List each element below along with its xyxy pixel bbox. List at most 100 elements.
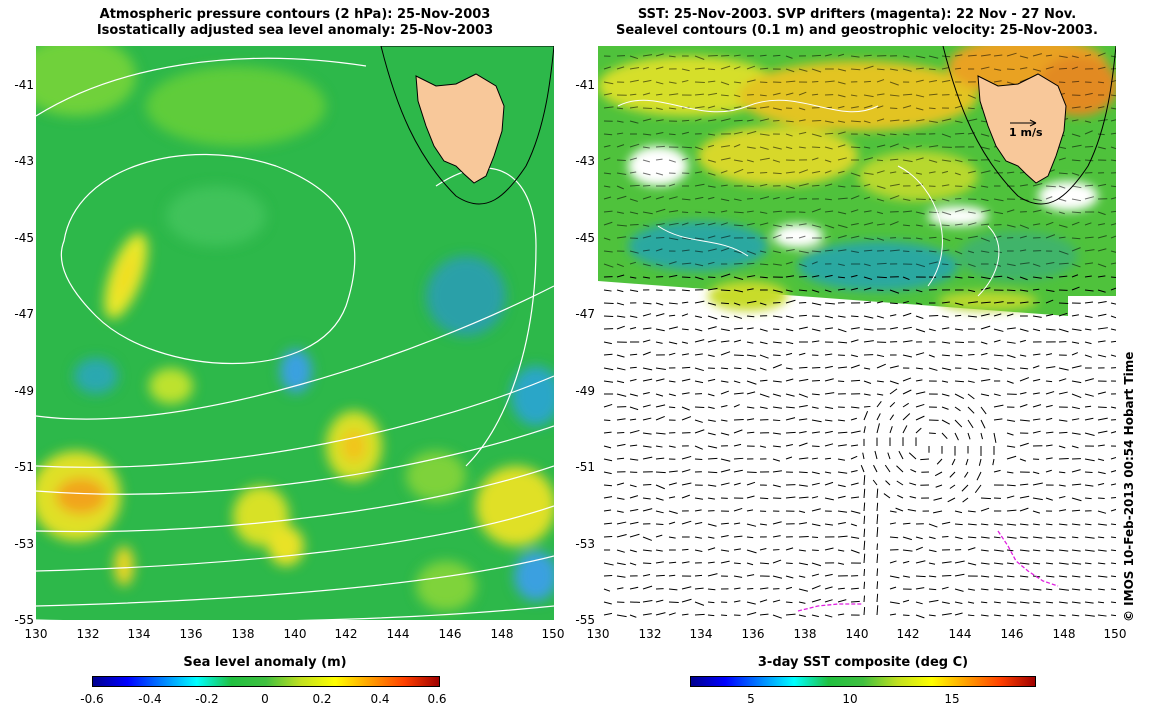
velocity-arrow [1032,536,1043,539]
right-colorbar-tick: 10 [842,692,858,706]
right-colorbar-tick: 5 [747,692,755,706]
velocity-arrow [1071,211,1082,214]
velocity-arrow [863,54,872,57]
velocity-arrow [967,54,977,57]
velocity-arrow [616,457,625,460]
velocity-arrow [707,588,716,591]
velocity-arrow [1032,183,1043,187]
velocity-arrow [876,68,885,71]
velocity-arrow [642,159,650,163]
velocity-arrow [1058,484,1066,487]
velocity-arrow [798,405,808,408]
velocity-arrow [993,575,1003,578]
velocity-arrow [746,146,756,149]
velocity-arrow [759,250,767,253]
velocity-arrow [720,94,729,97]
velocity-arrow [824,224,835,229]
velocity-arrow [772,599,781,603]
velocity-arrow [1032,418,1041,421]
velocity-arrow [824,443,834,447]
velocity-arrow [616,144,625,148]
velocity-arrow [811,457,819,460]
velocity-arrow [1084,328,1092,331]
velocity-arrow [694,300,705,304]
velocity-arrow [909,482,917,486]
velocity-arrow [1058,588,1069,591]
velocity-arrow [772,250,782,254]
velocity-arrow [980,325,991,330]
velocity-arrow [1045,353,1053,356]
velocity-arrow [889,143,899,148]
velocity-arrow [902,93,913,96]
velocity-arrow [1097,430,1108,434]
velocity-arrow [642,549,652,552]
velocity-arrow [915,587,925,590]
velocity-arrow [720,210,728,213]
velocity-arrow [629,508,639,512]
velocity-arrow [902,599,910,603]
velocity-arrow [603,601,612,605]
velocity-arrow [935,484,943,488]
velocity-arrow [733,507,743,512]
velocity-arrow [876,170,885,174]
velocity-arrow [798,275,807,278]
velocity-arrow [967,289,976,293]
velocity-arrow [1045,234,1056,239]
velocity-arrow [850,354,858,358]
velocity-arrow [733,562,741,565]
velocity-arrow [603,509,612,512]
velocity-arrow [733,327,743,330]
velocity-arrow [733,224,744,227]
velocity-arrow [746,574,755,577]
velocity-arrow [863,157,873,161]
velocity-arrow [772,289,783,293]
velocity-arrow [642,497,651,500]
velocity-arrow [772,406,782,409]
velocity-arrow [668,445,676,448]
right-tasmania-land [977,73,1067,184]
right-map-title: SST: 25-Nov-2003. SVP drifters (magenta)… [598,7,1116,39]
velocity-arrow [980,536,990,539]
velocity-arrow [629,276,637,279]
velocity-arrow [655,561,664,564]
velocity-arrow [902,377,912,382]
velocity-arrow [655,81,664,85]
velocity-arrow [1097,211,1106,216]
velocity-arrow [1071,185,1082,189]
velocity-arrow [837,211,847,215]
velocity-arrow [642,302,652,305]
velocity-arrow [1032,549,1041,552]
velocity-arrow [733,535,743,538]
velocity-arrow [616,521,627,525]
velocity-arrow [616,418,626,421]
velocity-arrow [902,224,910,227]
left-lon-tick: 136 [179,627,203,641]
velocity-arrow [1045,523,1053,526]
right-colorbar [690,676,1036,687]
velocity-arrow [993,418,1003,421]
velocity-arrow [993,601,1001,604]
velocity-arrow [837,131,846,135]
velocity-arrow [655,132,664,135]
velocity-arrow [1084,222,1092,226]
velocity-arrow [889,119,900,122]
velocity-arrow [837,484,846,488]
velocity-arrow [720,198,730,202]
velocity-arrow [954,67,962,70]
velocity-arrow [1032,510,1041,514]
velocity-arrow [824,249,834,252]
velocity-arrow [616,172,627,176]
velocity-arrow [850,94,858,97]
velocity-arrow [655,328,665,332]
velocity-arrow [837,94,846,98]
velocity-arrow [733,81,742,84]
velocity-arrow [1097,482,1105,486]
velocity-arrow [668,237,679,241]
velocity-arrow [837,105,845,109]
velocity-arrow [1019,224,1030,229]
velocity-arrow [772,172,782,175]
velocity-arrow [642,224,650,227]
velocity-arrow [772,559,782,564]
velocity-arrow [746,536,754,539]
velocity-arrow [707,471,718,474]
